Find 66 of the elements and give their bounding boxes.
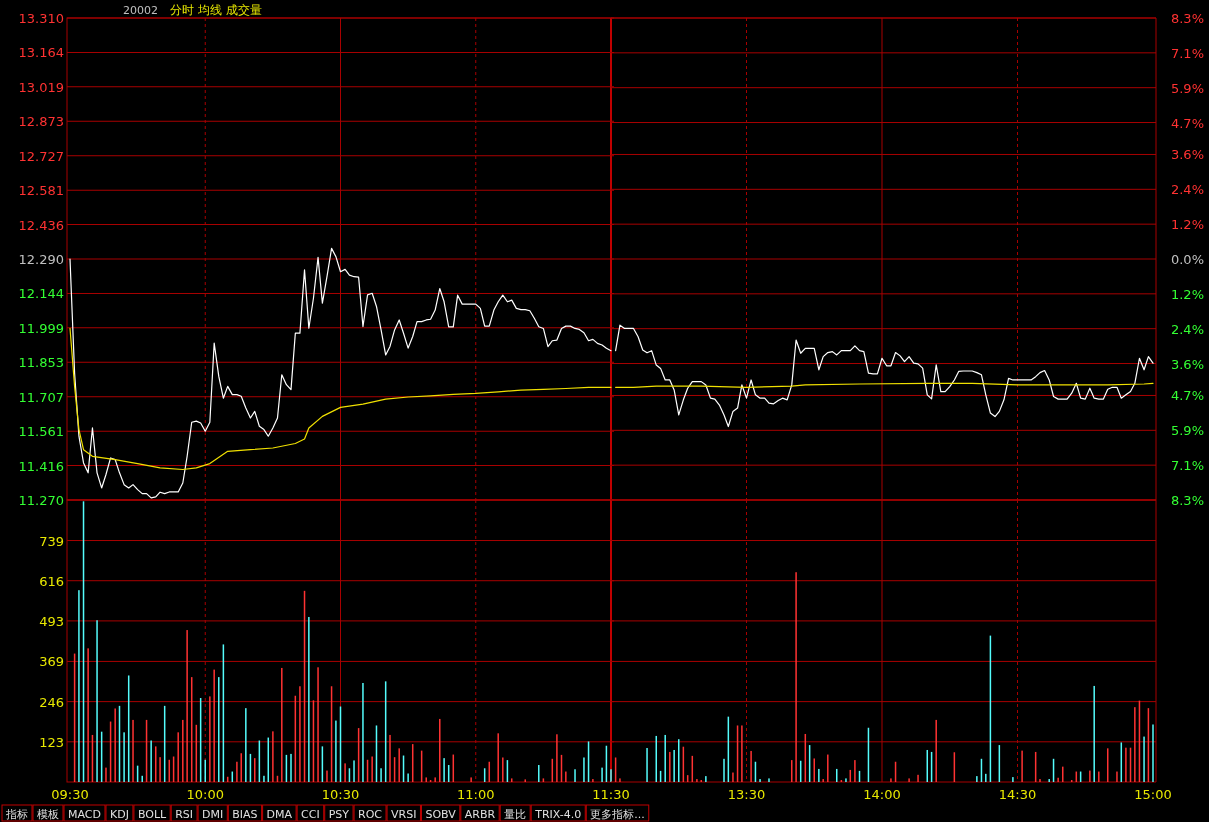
x-tick-label: 11:30 — [592, 787, 630, 802]
text: VRSI — [391, 808, 417, 821]
text: TRIX-4.0 — [534, 808, 582, 821]
y-tick-label: 12.727 — [18, 148, 64, 164]
y-tick-label: 12.436 — [18, 217, 64, 233]
text: BIAS — [232, 808, 258, 821]
y2-tick-label: 7.1% — [1170, 458, 1204, 474]
x-tick-label: 14:00 — [863, 787, 901, 802]
text: CCI — [301, 808, 320, 821]
x-tick-label: 10:00 — [186, 787, 224, 802]
y-tick-label: 12.581 — [18, 183, 64, 199]
y-tick-label: 12.290 — [18, 252, 64, 267]
text: 指标 — [5, 808, 28, 821]
y2-tick-label: 3.6% — [1170, 356, 1204, 372]
y-tick-label: 11.270 — [18, 493, 64, 508]
text: SOBV — [425, 808, 457, 821]
y-tick-label: 13.019 — [18, 79, 64, 95]
text: PSY — [328, 808, 350, 821]
y2-tick-label: 2.4% — [1170, 321, 1204, 337]
text: MACD — [68, 808, 101, 821]
text: 更多指标... — [590, 808, 645, 821]
x-tick-label: 09:30 — [51, 787, 89, 802]
y-tick-label: 12.873 — [18, 114, 64, 130]
text: KDJ — [109, 808, 129, 821]
y2-tick-label: 4.7% — [1170, 115, 1204, 131]
y2-tick-label: 3.6% — [1170, 147, 1204, 163]
y2-tick-label: 7.1% — [1170, 45, 1204, 61]
x-tick-label: 10:30 — [321, 787, 360, 802]
y-tick-label: 369 — [39, 654, 64, 670]
x-tick-label: 14:30 — [998, 787, 1037, 802]
y-tick-label: 739 — [39, 533, 64, 549]
text: 20002 — [123, 4, 158, 17]
line-series — [69, 327, 612, 471]
y-tick-label: 13.164 — [18, 45, 64, 61]
y-tick-label: 13.310 — [18, 11, 64, 26]
y2-tick-label: 2.4% — [1170, 182, 1204, 198]
y-tick-label: 11.416 — [18, 458, 64, 474]
y2-tick-label: 8.3% — [1170, 493, 1204, 508]
y2-tick-label: 8.3% — [1170, 11, 1204, 26]
y2-tick-label: 0.0% — [1170, 252, 1204, 267]
y-tick-label: 246 — [39, 694, 64, 710]
x-tick-label: 13:30 — [727, 787, 766, 802]
y-tick-label: 11.999 — [18, 320, 64, 336]
x-tick-label: 15:00 — [1134, 787, 1172, 802]
text: DMI — [202, 808, 224, 821]
y2-tick-label: 5.9% — [1170, 423, 1204, 439]
text: RSI — [175, 808, 194, 821]
y-tick-label: 11.707 — [18, 389, 64, 405]
y-tick-label: 123 — [39, 734, 64, 750]
text: DMA — [266, 808, 293, 821]
y-tick-label: 493 — [39, 613, 64, 629]
text: BOLL — [137, 808, 168, 821]
y2-tick-label: 1.2% — [1170, 286, 1204, 302]
text: 量比 — [504, 808, 527, 821]
y2-tick-label: 1.2% — [1170, 217, 1204, 233]
y-tick-label: 11.853 — [18, 355, 64, 371]
text: ROC — [358, 808, 383, 821]
y-tick-label: 616 — [39, 573, 64, 589]
y-tick-label: 12.144 — [18, 286, 64, 302]
text: 模板 — [37, 808, 59, 821]
y2-tick-label: 5.9% — [1170, 80, 1204, 96]
y2-tick-label: 4.7% — [1170, 388, 1204, 404]
x-tick-label: 11:00 — [457, 787, 495, 802]
text: ARBR — [464, 808, 496, 821]
chart-title: 分时 均线 成交量 — [170, 3, 262, 17]
y-tick-label: 11.561 — [18, 424, 64, 440]
